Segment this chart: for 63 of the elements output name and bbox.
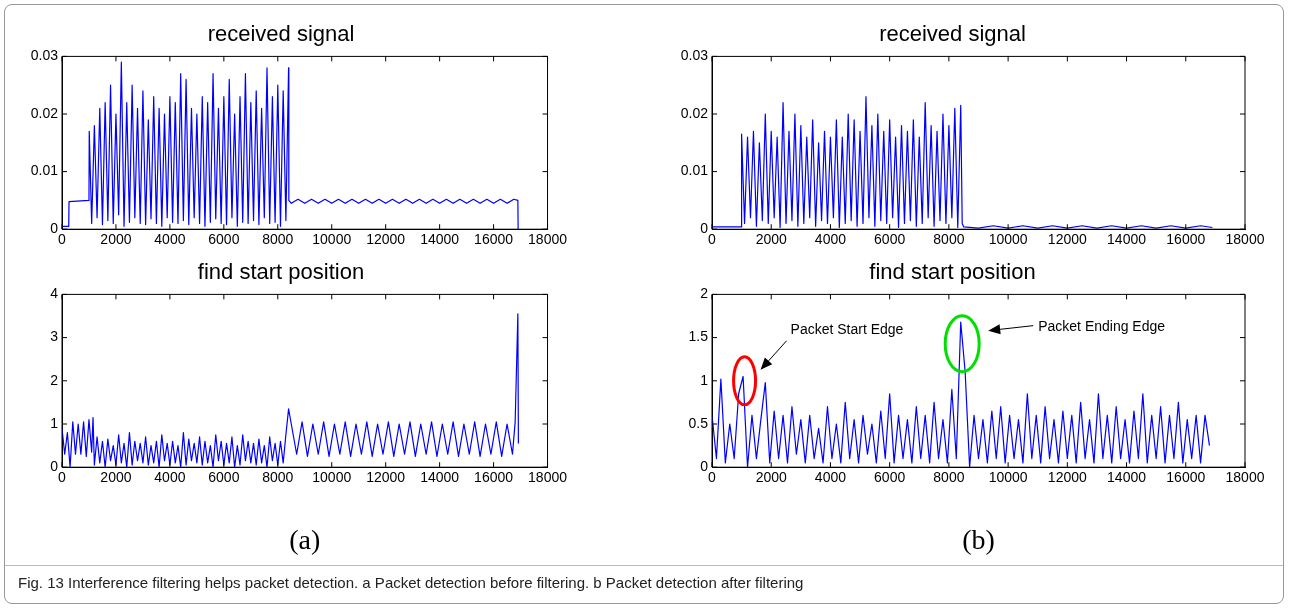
- y-tick-label: 0.01: [30, 162, 59, 179]
- x-tick-label: 14000: [1107, 469, 1147, 486]
- x-tick-label: 10000: [312, 469, 352, 486]
- y-tick-label: 0: [700, 458, 709, 475]
- y-tick-label: 4: [50, 285, 59, 302]
- y-tick-label: 0.5: [688, 414, 709, 431]
- y-tick-label: 0: [700, 220, 709, 237]
- x-tick-label: 10000: [988, 469, 1028, 486]
- chart-title: received signal: [879, 21, 1026, 47]
- x-tick-label: 18000: [528, 469, 568, 486]
- caption: Fig. 13 Interference filtering helps packet detection. a Packet detection before filtering. b Packet detection after filtering: [18, 574, 804, 591]
- y-tick-label: 0: [50, 458, 59, 475]
- x-tick-label: 8000: [933, 231, 965, 248]
- x-tick-label: 12000: [366, 469, 406, 486]
- x-tick-label: 14000: [420, 231, 460, 248]
- x-tick-label: 16000: [474, 231, 514, 248]
- y-tick-label: 0.02: [30, 104, 59, 121]
- x-tick-label: 16000: [1166, 469, 1206, 486]
- annotation: Packet Start Edge: [790, 320, 904, 337]
- x-tick-label: 2000: [100, 231, 132, 248]
- x-tick-label: 8000: [933, 469, 965, 486]
- x-tick-label: 16000: [1166, 231, 1206, 248]
- y-tick-label: 0.02: [680, 104, 709, 121]
- x-tick-label: 12000: [366, 231, 406, 248]
- x-tick-label: 4000: [814, 231, 847, 248]
- y-tick-label: 0.01: [680, 162, 709, 179]
- y-tick-label: 1.5: [688, 328, 709, 345]
- y-tick-label: 3: [50, 328, 59, 345]
- y-tick-label: 0.03: [680, 47, 709, 64]
- x-tick-label: 8000: [262, 469, 294, 486]
- x-tick-label: 18000: [1225, 469, 1265, 486]
- x-tick-label: 10000: [988, 231, 1028, 248]
- x-tick-label: 14000: [420, 469, 460, 486]
- chart-title: find start position: [869, 259, 1036, 285]
- y-tick-label: 2: [700, 285, 709, 302]
- x-tick-label: 12000: [1047, 469, 1088, 486]
- x-tick-label: 18000: [1225, 231, 1265, 248]
- x-tick-label: 4000: [814, 469, 847, 486]
- x-tick-label: 12000: [1047, 231, 1088, 248]
- x-tick-label: 6000: [208, 231, 240, 248]
- x-tick-label: 2000: [755, 231, 787, 248]
- x-tick-label: 18000: [528, 231, 568, 248]
- y-tick-label: 1: [50, 414, 59, 431]
- x-tick-label: 2000: [755, 469, 787, 486]
- chart-title: find start position: [197, 259, 365, 285]
- x-tick-label: 6000: [208, 469, 240, 486]
- chart-title: received signal: [207, 21, 355, 47]
- y-tick-label: 0.03: [30, 47, 59, 64]
- x-tick-label: 6000: [874, 469, 906, 486]
- x-tick-label: 8000: [262, 231, 294, 248]
- x-tick-label: 4000: [154, 231, 186, 248]
- x-tick-label: 16000: [474, 469, 514, 486]
- annotation: Packet Ending Edge: [1038, 317, 1166, 334]
- x-tick-label: 2000: [100, 469, 132, 486]
- y-tick-label: 1: [700, 371, 709, 388]
- y-tick-label: 0: [50, 220, 59, 237]
- text: (b): [962, 524, 995, 556]
- x-tick-label: 14000: [1107, 231, 1147, 248]
- x-tick-label: 6000: [874, 231, 906, 248]
- x-tick-label: 4000: [154, 469, 186, 486]
- y-tick-label: 2: [50, 371, 59, 388]
- x-tick-label: 10000: [312, 231, 352, 248]
- text: (a): [289, 524, 321, 556]
